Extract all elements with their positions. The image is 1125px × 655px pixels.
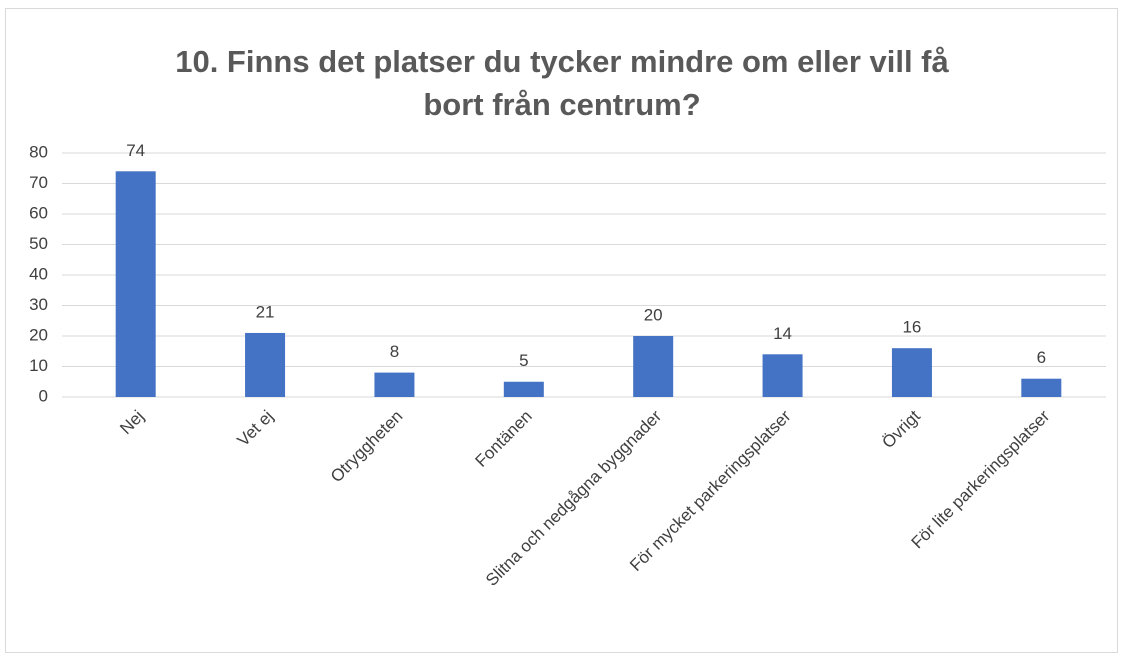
chart-title: 10. Finns det platser du tycker mindre o… bbox=[175, 44, 949, 122]
x-tick-label: Nej bbox=[116, 407, 147, 438]
x-tick-label: Övrigt bbox=[878, 406, 924, 452]
value-label: 20 bbox=[644, 305, 663, 324]
value-label: 14 bbox=[773, 324, 792, 343]
y-tick-label: 0 bbox=[39, 386, 48, 405]
y-tick-label: 60 bbox=[29, 203, 48, 222]
y-tick-label: 20 bbox=[29, 325, 48, 344]
y-tick-label: 10 bbox=[29, 356, 48, 375]
chart-frame bbox=[5, 8, 1118, 653]
x-tick-label: Vet ej bbox=[234, 407, 278, 451]
value-label: 6 bbox=[1037, 348, 1046, 367]
y-tick-label: 70 bbox=[29, 173, 48, 192]
value-label: 16 bbox=[902, 318, 921, 337]
bar bbox=[762, 354, 803, 397]
x-tick-label: Otryggheten bbox=[327, 407, 407, 487]
bar bbox=[1021, 378, 1062, 397]
value-label: 8 bbox=[390, 342, 399, 361]
bar bbox=[115, 171, 156, 397]
y-tick-label: 40 bbox=[29, 264, 48, 283]
bar bbox=[633, 336, 674, 397]
value-label: 5 bbox=[519, 351, 528, 370]
x-tick-label: För lite parkeringsplatser bbox=[908, 406, 1054, 552]
x-tick-label: Fontänen bbox=[472, 407, 536, 471]
bar bbox=[374, 372, 415, 397]
bar bbox=[503, 381, 544, 397]
bar bbox=[245, 332, 286, 397]
y-tick-label: 50 bbox=[29, 234, 48, 253]
value-label: 21 bbox=[256, 302, 275, 321]
y-tick-label: 30 bbox=[29, 295, 48, 314]
value-label: 74 bbox=[126, 141, 145, 160]
bar bbox=[891, 348, 932, 397]
y-tick-label: 80 bbox=[29, 142, 48, 161]
